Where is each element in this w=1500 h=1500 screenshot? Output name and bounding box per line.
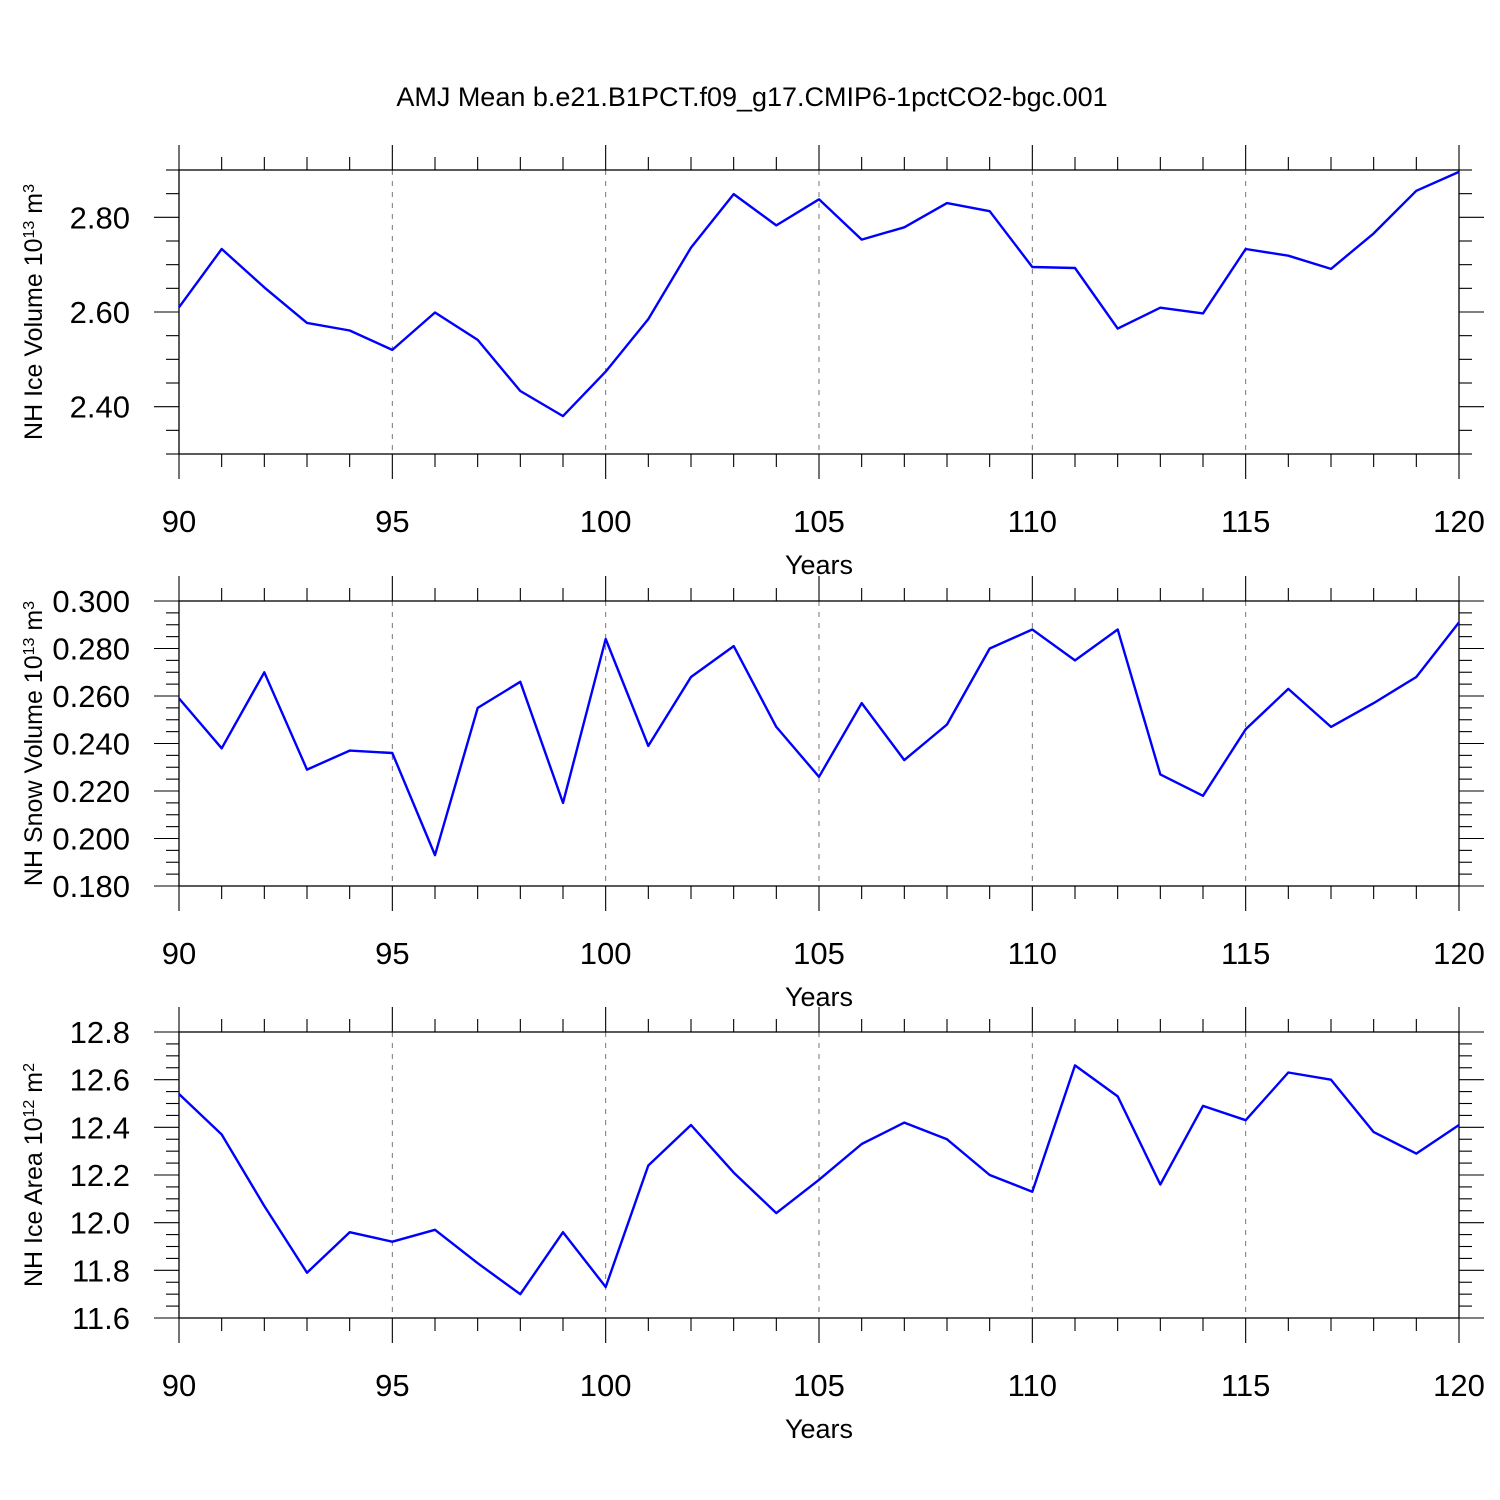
- y-tick-label: 2.40: [70, 390, 130, 425]
- x-tick-label: 120: [1433, 504, 1485, 539]
- y-tick-label: 2.80: [70, 200, 130, 235]
- y-tick-label: 12.2: [70, 1158, 130, 1193]
- x-tick-label: 95: [375, 1368, 409, 1403]
- y-tick-label: 12.8: [70, 1015, 130, 1050]
- y-tick-label: 12.6: [70, 1063, 130, 1098]
- y-tick-label: 0.200: [52, 822, 130, 857]
- y-tick-label: 0.280: [52, 632, 130, 667]
- panel-1: 90 95 100 105 110 115 120 2.40 2.60 2.80 Years NH I…: [20, 145, 1485, 580]
- x-axis-label: Years: [785, 550, 853, 580]
- x-tick-label: 100: [580, 504, 632, 539]
- x-tick-label: 120: [1433, 936, 1485, 971]
- chart-title: AMJ Mean b.e21.B1PCT.f09_g17.CMIP6-1pctC…: [396, 82, 1107, 112]
- y-axis-label: NH Ice Area 1012 m2: [20, 1063, 48, 1287]
- y-tick-label: 2.60: [70, 295, 130, 330]
- series-line: [178, 1064, 1460, 1296]
- x-tick-label: 95: [375, 504, 409, 539]
- y-axis-label-text: m: [20, 610, 48, 638]
- y-tick-label: 0.220: [52, 774, 130, 809]
- chart-panels: 90 95 100 105 110 115 120 2.40 2.60 2.80 Years NH I…: [20, 145, 1485, 1444]
- y-axis-label-text: NH Ice Area 10: [20, 1117, 48, 1287]
- x-tick-label: 100: [580, 936, 632, 971]
- x-tick-label: 105: [793, 1368, 845, 1403]
- y-axis-label-superscript: 13: [21, 221, 38, 239]
- y-axis-label-superscript: 2: [21, 1063, 38, 1072]
- y-axis-label-superscript: 12: [21, 1100, 38, 1118]
- x-axis-label: Years: [785, 1414, 853, 1444]
- y-axis-label: NH Ice Volume 1013 m3: [20, 184, 48, 440]
- y-tick-label: 0.180: [52, 869, 130, 904]
- y-axis-label-text: m: [20, 1072, 48, 1100]
- x-tick-label: 100: [580, 1368, 632, 1403]
- x-tick-label: 110: [1008, 1368, 1057, 1403]
- y-axis-label-superscript: 13: [21, 638, 38, 656]
- y-axis-label-text: m: [20, 193, 48, 221]
- panel-3: 90 95 100 105 110 115 120 11.6 11.8 12.0 12.2 12.4 1…: [20, 1007, 1485, 1444]
- y-axis-label-text: NH Snow Volume 10: [20, 655, 48, 886]
- y-tick-label: 12.4: [70, 1110, 130, 1145]
- x-tick-label: 115: [1221, 936, 1270, 971]
- y-tick-label: 0.240: [52, 727, 130, 762]
- x-tick-label: 90: [162, 1368, 196, 1403]
- y-tick-label: 12.0: [70, 1206, 130, 1241]
- x-tick-label: 110: [1008, 936, 1057, 971]
- y-axis-label-superscript: 3: [21, 601, 38, 610]
- panel-2: 90 95 100 105 110 115 120 0.180 0.200 0.220 0.240 0…: [20, 576, 1485, 1012]
- x-tick-label: 115: [1221, 1368, 1270, 1403]
- x-tick-label: 120: [1433, 1368, 1485, 1403]
- y-axis-label: NH Snow Volume 1013 m3: [20, 601, 48, 886]
- x-tick-label: 95: [375, 936, 409, 971]
- y-axis-label-text: NH Ice Volume 10: [20, 238, 48, 440]
- x-tick-label: 110: [1008, 504, 1057, 539]
- x-tick-label: 115: [1221, 504, 1270, 539]
- series-line: [178, 170, 1460, 418]
- y-tick-label: 11.6: [72, 1301, 130, 1336]
- series-line: [178, 621, 1460, 857]
- x-tick-label: 90: [162, 504, 196, 539]
- y-tick-label: 11.8: [72, 1253, 130, 1288]
- y-tick-label: 0.260: [52, 679, 130, 714]
- x-tick-label: 90: [162, 936, 196, 971]
- plot-frame: [178, 169, 1460, 455]
- y-axis-label-superscript: 3: [21, 184, 38, 193]
- x-tick-label: 105: [793, 936, 845, 971]
- y-tick-label: 0.300: [52, 584, 130, 619]
- x-tick-label: 105: [793, 504, 845, 539]
